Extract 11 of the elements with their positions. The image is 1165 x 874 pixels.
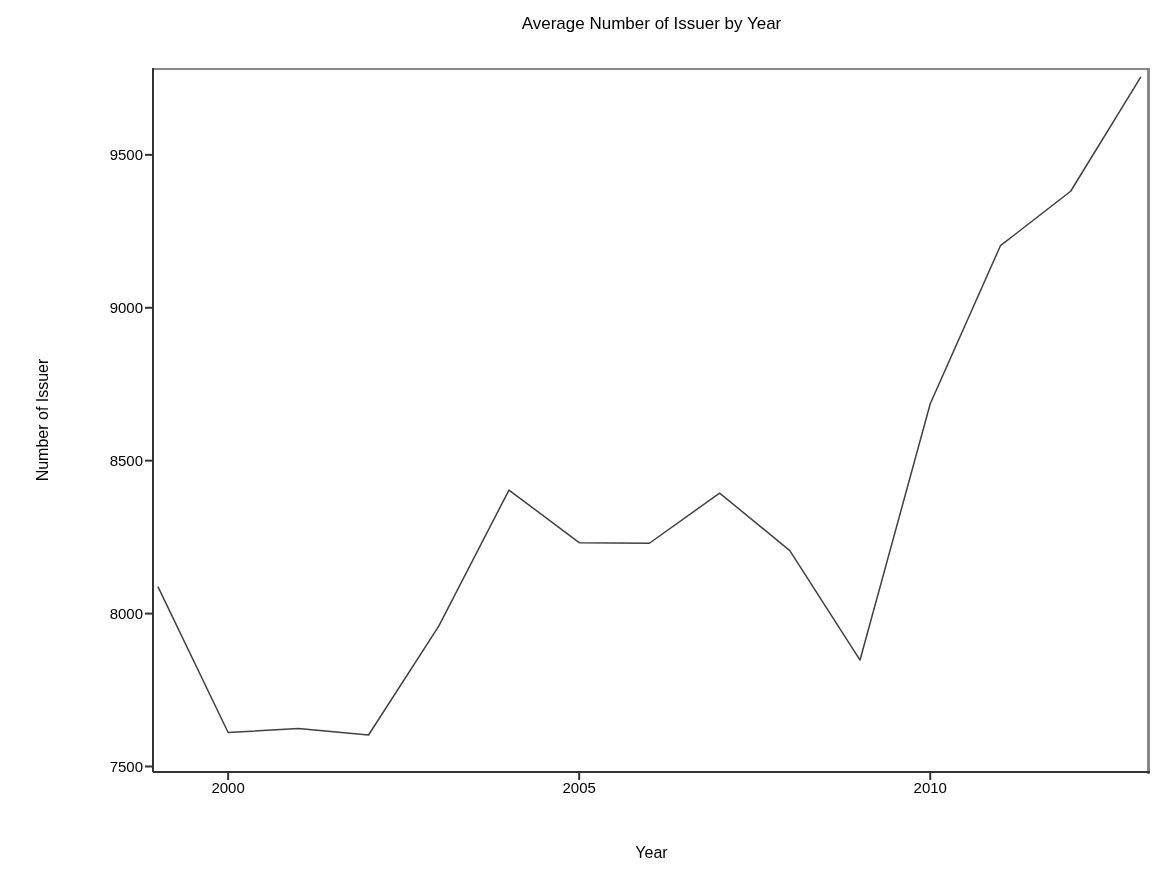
chart-title: Average Number of Issuer by Year: [520, 14, 783, 34]
y-tick-label: 8500: [109, 452, 143, 469]
y-axis-title: Number of Issuer: [33, 357, 51, 482]
y-tick-label: 9500: [109, 146, 143, 164]
x-tick-label: 2000: [211, 778, 245, 796]
x-tick-label: 2005: [562, 778, 596, 796]
y-tick-label: 8000: [109, 604, 143, 622]
y-tick-label: 7500: [109, 757, 143, 775]
x-axis-title: Year: [635, 844, 669, 861]
y-tick-label: 9000: [109, 299, 143, 317]
x-tick-label: 2010: [913, 778, 947, 796]
